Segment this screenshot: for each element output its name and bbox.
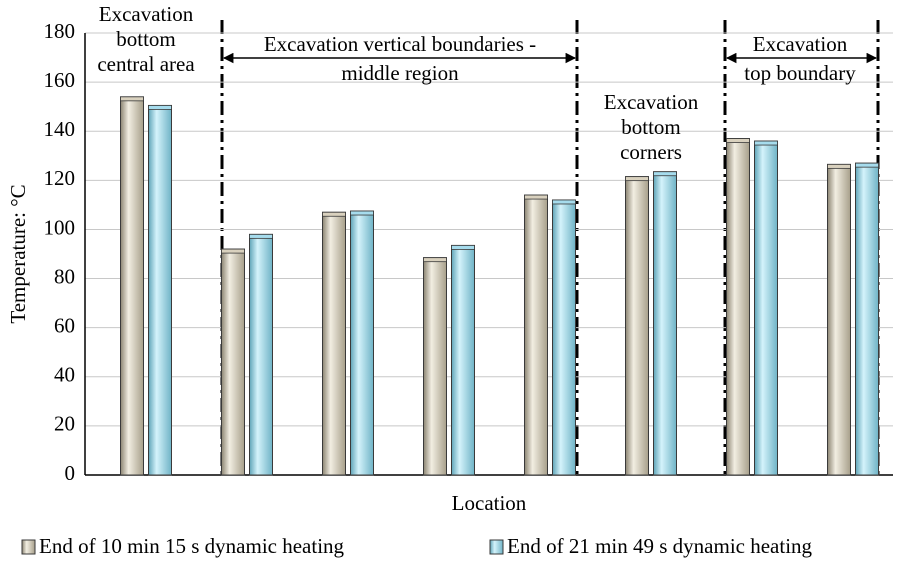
y-tick-label: 20 xyxy=(54,412,75,436)
y-tick-label: 160 xyxy=(44,68,76,92)
y-axis-label: Temperature: °C xyxy=(6,184,30,323)
bar-top xyxy=(625,176,649,182)
y-tick-label: 40 xyxy=(54,363,75,387)
annotation: corners xyxy=(620,140,682,164)
bar-top xyxy=(451,245,475,250)
annotation: bottom xyxy=(116,27,176,51)
annotation: central area xyxy=(97,52,195,76)
annotation: Excavation xyxy=(99,2,194,26)
bar-top xyxy=(754,140,778,146)
annotation: bottom xyxy=(621,115,681,139)
bar xyxy=(451,244,475,476)
bar-top xyxy=(423,257,447,263)
bar-top xyxy=(726,138,750,143)
bar xyxy=(855,162,879,476)
bar xyxy=(249,233,273,476)
legend-swatch xyxy=(21,539,36,555)
bar-top xyxy=(322,211,346,217)
bar xyxy=(754,140,778,476)
bar xyxy=(625,176,649,476)
bar-top xyxy=(120,96,144,102)
annotation: middle region xyxy=(341,61,459,85)
bar-top xyxy=(524,194,548,200)
bar-top xyxy=(827,163,851,169)
bar xyxy=(148,104,172,476)
bar xyxy=(423,257,447,476)
annotation: Excavation xyxy=(604,90,699,114)
legend-label: End of 10 min 15 s dynamic heating xyxy=(39,534,345,558)
annotation: Excavation vertical boundaries - xyxy=(264,32,536,56)
bar-top xyxy=(148,105,172,110)
bar-top xyxy=(249,233,273,239)
y-tick-label: 0 xyxy=(65,461,76,485)
bar xyxy=(350,210,374,476)
bar xyxy=(827,163,851,476)
annotation: top boundary xyxy=(744,61,856,85)
bar xyxy=(322,211,346,476)
y-tick-label: 100 xyxy=(44,215,76,239)
bar-top xyxy=(855,162,879,168)
y-tick-label: 140 xyxy=(44,117,76,141)
bar xyxy=(552,199,576,476)
y-tick-label: 80 xyxy=(54,264,75,288)
y-tick-label: 60 xyxy=(54,313,75,337)
annotation: Excavation xyxy=(753,32,848,56)
bar xyxy=(221,248,245,476)
bar-top xyxy=(221,248,245,254)
legend-swatch xyxy=(489,539,504,555)
bar xyxy=(726,138,750,476)
bar xyxy=(524,194,548,476)
y-tick-label: 180 xyxy=(44,19,76,43)
legend-label: End of 21 min 49 s dynamic heating xyxy=(507,534,813,558)
x-axis-label: Location xyxy=(452,491,527,515)
y-tick-label: 120 xyxy=(44,166,76,190)
bar xyxy=(653,171,677,476)
bar-top xyxy=(350,210,374,216)
bar-top xyxy=(552,199,576,205)
bar xyxy=(120,96,144,476)
bar-top xyxy=(653,171,677,177)
